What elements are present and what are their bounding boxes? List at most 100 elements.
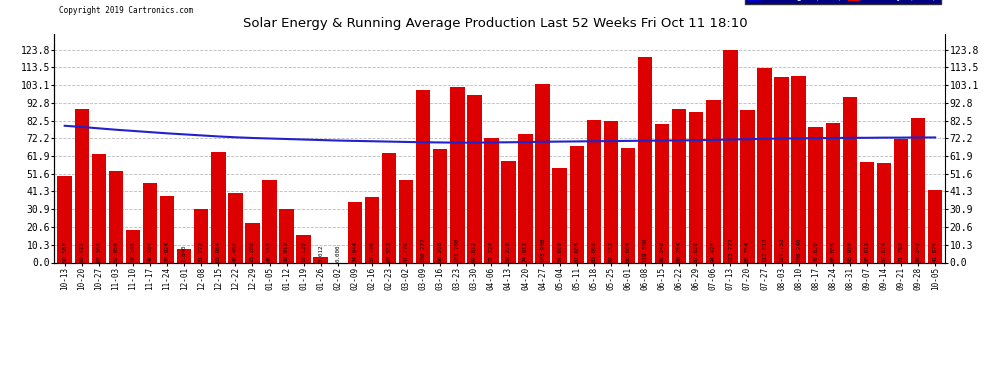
Text: 119.300: 119.300 <box>643 237 647 262</box>
Bar <box>689 112 704 262</box>
Bar <box>262 180 277 262</box>
Text: 88.704: 88.704 <box>744 241 750 262</box>
Bar <box>706 100 721 262</box>
Text: 40.408: 40.408 <box>233 241 238 262</box>
Text: 112.812: 112.812 <box>762 237 767 262</box>
Text: 82.152: 82.152 <box>609 241 614 262</box>
Bar <box>552 168 567 262</box>
Text: 78.620: 78.620 <box>813 241 818 262</box>
Bar <box>467 94 481 262</box>
Text: 100.272: 100.272 <box>421 237 426 262</box>
Bar <box>91 154 106 262</box>
Bar <box>894 139 909 262</box>
Text: 52.956: 52.956 <box>114 241 119 262</box>
Text: 23.200: 23.200 <box>249 241 255 262</box>
Bar <box>723 50 738 262</box>
Bar <box>194 209 209 262</box>
Bar <box>501 160 516 262</box>
Text: 89.412: 89.412 <box>79 241 84 262</box>
Text: 95.956: 95.956 <box>847 241 852 262</box>
Bar <box>842 98 857 262</box>
Text: 63.308: 63.308 <box>96 241 101 262</box>
Bar <box>109 171 123 262</box>
Bar <box>621 148 636 262</box>
Text: 80.856: 80.856 <box>831 241 836 262</box>
Bar <box>177 249 191 262</box>
Text: 71.792: 71.792 <box>899 241 904 262</box>
Text: 57.824: 57.824 <box>881 241 886 262</box>
Bar <box>143 183 157 262</box>
Bar <box>347 202 362 262</box>
Bar <box>604 121 618 262</box>
Bar <box>536 84 549 262</box>
Text: 63.552: 63.552 <box>386 241 391 262</box>
Bar <box>586 120 601 262</box>
Bar <box>416 90 431 262</box>
Bar <box>364 198 379 262</box>
Text: 31.272: 31.272 <box>199 241 204 262</box>
Text: 54.668: 54.668 <box>557 241 562 262</box>
Bar <box>569 146 584 262</box>
Bar <box>757 69 772 262</box>
Bar <box>774 77 789 262</box>
Text: 0.000: 0.000 <box>336 244 341 262</box>
Text: 16.128: 16.128 <box>301 241 306 262</box>
Text: 87.620: 87.620 <box>694 241 699 262</box>
Bar <box>159 195 174 262</box>
Text: 50.560: 50.560 <box>62 241 67 262</box>
Text: 66.804: 66.804 <box>626 241 631 262</box>
Text: 108.240: 108.240 <box>796 237 801 262</box>
Bar <box>126 230 141 262</box>
Bar <box>450 87 464 262</box>
Text: 103.908: 103.908 <box>541 237 545 262</box>
Text: Copyright 2019 Cartronics.com: Copyright 2019 Cartronics.com <box>59 6 193 15</box>
Bar <box>279 209 294 262</box>
Text: 101.780: 101.780 <box>454 237 459 262</box>
Bar <box>228 193 243 262</box>
Text: 97.632: 97.632 <box>472 241 477 262</box>
Text: 107.752: 107.752 <box>779 237 784 262</box>
Bar <box>877 163 891 262</box>
Text: 66.208: 66.208 <box>438 241 443 262</box>
Text: 84.240: 84.240 <box>916 241 921 262</box>
Bar <box>859 162 874 262</box>
Text: 89.204: 89.204 <box>677 241 682 262</box>
Text: 47.776: 47.776 <box>404 241 409 262</box>
Bar <box>74 109 89 262</box>
Text: 74.912: 74.912 <box>523 241 528 262</box>
Bar <box>296 235 311 262</box>
Text: 19.148: 19.148 <box>131 241 136 262</box>
Text: 58.612: 58.612 <box>864 241 869 262</box>
Text: 72.224: 72.224 <box>489 241 494 262</box>
Bar <box>826 123 841 262</box>
Bar <box>672 109 686 262</box>
Text: 37.796: 37.796 <box>369 241 374 262</box>
Bar <box>809 127 823 262</box>
Text: 63.984: 63.984 <box>216 241 221 262</box>
Bar <box>654 124 669 262</box>
Bar <box>911 118 926 262</box>
Bar <box>246 223 259 262</box>
Bar <box>741 110 754 262</box>
Text: 34.944: 34.944 <box>352 241 357 262</box>
Text: 48.160: 48.160 <box>267 241 272 262</box>
Bar <box>399 180 413 262</box>
Bar <box>314 257 328 262</box>
Bar <box>928 190 942 262</box>
Text: 67.608: 67.608 <box>574 241 579 262</box>
Bar <box>57 176 72 262</box>
Bar <box>519 134 533 262</box>
Text: 46.104: 46.104 <box>148 241 152 262</box>
Bar <box>211 153 226 262</box>
Legend: Average (kWh), Weekly (kWh): Average (kWh), Weekly (kWh) <box>745 0 940 4</box>
Text: 94.420: 94.420 <box>711 241 716 262</box>
Text: 41.876: 41.876 <box>933 241 938 262</box>
Text: 80.248: 80.248 <box>659 241 664 262</box>
Text: 83.000: 83.000 <box>591 241 596 262</box>
Text: 30.912: 30.912 <box>284 241 289 262</box>
Text: 3.012: 3.012 <box>318 244 323 262</box>
Bar <box>484 138 499 262</box>
Bar <box>791 76 806 262</box>
Text: 123.772: 123.772 <box>728 237 733 262</box>
Text: 7.840: 7.840 <box>182 244 187 262</box>
